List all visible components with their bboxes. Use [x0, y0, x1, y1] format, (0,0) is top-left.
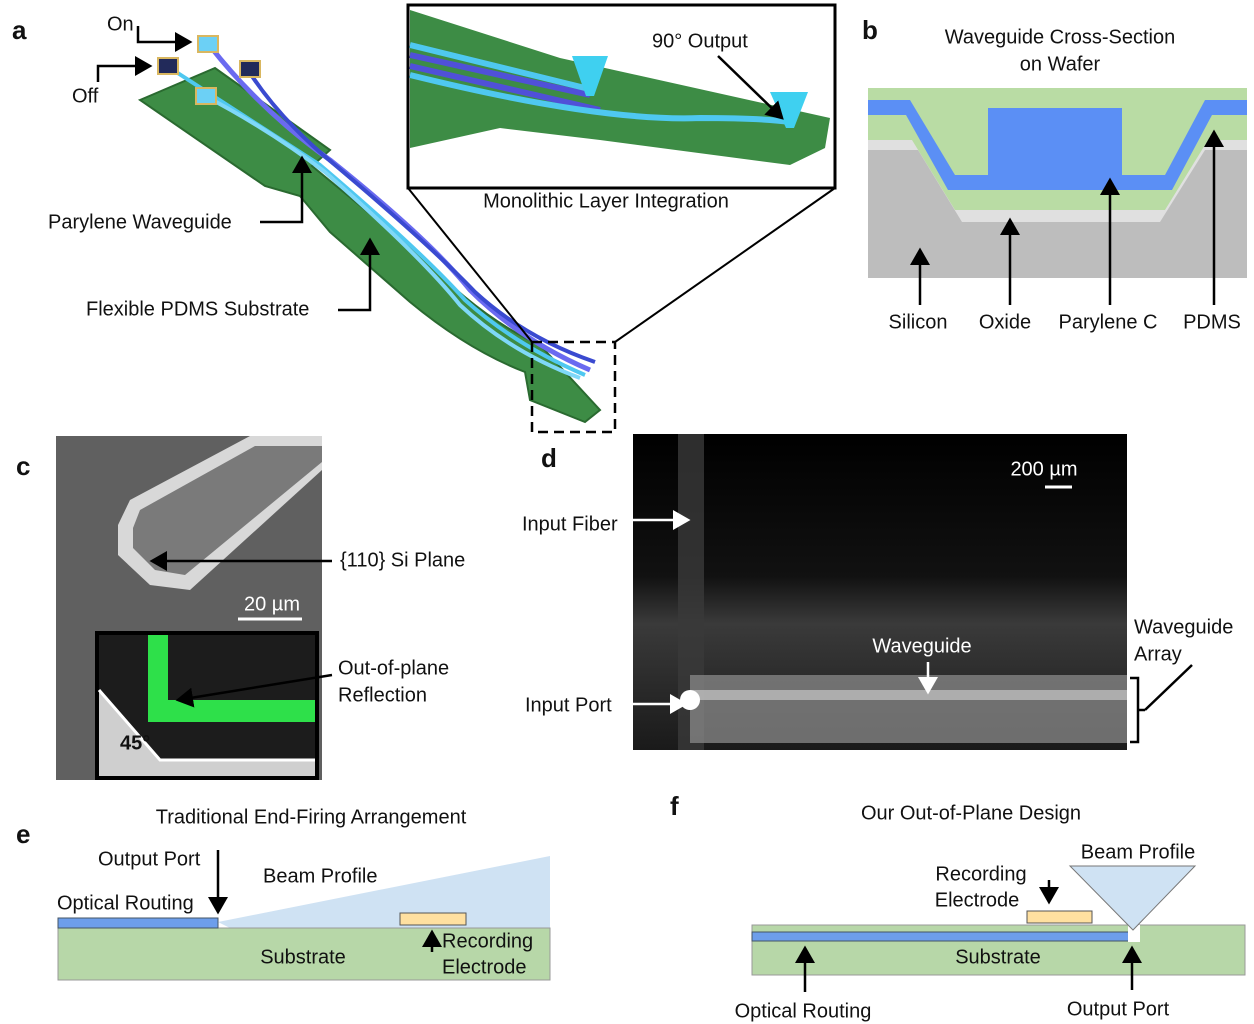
electrode: [1027, 911, 1092, 923]
title: Our Out-of-Plane Design: [861, 802, 1081, 824]
substrate-label: Substrate: [260, 946, 346, 968]
pad: [158, 58, 178, 74]
waveguide-array: [690, 690, 1127, 700]
figure: a On Off Parylene Waveguide Flexible PDM…: [0, 0, 1254, 1024]
array-label: Array: [1134, 643, 1182, 665]
beam-label: Beam Profile: [1081, 841, 1196, 863]
waveguide-label: Parylene Waveguide: [48, 211, 232, 233]
title: Traditional End-Firing Arrangement: [156, 806, 467, 828]
leader: [1145, 665, 1192, 710]
output-label: Output Port: [1067, 998, 1170, 1020]
layer-label: Parylene C: [1059, 311, 1158, 333]
waveguide-array: [690, 675, 1127, 743]
scale-label: 200 µm: [1010, 458, 1077, 480]
electrode-label: Electrode: [935, 889, 1020, 911]
substrate-label: Flexible PDMS Substrate: [86, 298, 309, 320]
page: a On Off Parylene Waveguide Flexible PDM…: [0, 0, 1254, 1024]
scale-label: 20 µm: [244, 593, 300, 615]
panel-label: f: [670, 791, 679, 821]
substrate-label: Substrate: [955, 946, 1041, 968]
off-label: Off: [72, 85, 99, 107]
output-label: Output Port: [98, 848, 201, 870]
electrode-label: Recording: [935, 863, 1026, 885]
panel-label: a: [12, 15, 27, 45]
output-label: 90° Output: [652, 30, 748, 52]
reflection-label: Reflection: [338, 684, 427, 706]
layer-label: Silicon: [889, 311, 948, 333]
layer-label: PDMS: [1183, 311, 1241, 333]
parylene-core: [988, 108, 1122, 178]
title: Waveguide Cross-Section: [945, 26, 1175, 48]
routing-label: Optical Routing: [735, 1000, 872, 1022]
panel-label: c: [16, 451, 30, 481]
electrode-label: Recording: [442, 930, 533, 952]
angle-label: 45°: [120, 732, 150, 754]
panel-label: d: [541, 443, 557, 473]
panel-label: e: [16, 819, 30, 849]
reflection-label: Out-of-plane: [338, 657, 449, 679]
pad: [198, 36, 218, 52]
waveguide-label: Waveguide: [872, 635, 971, 657]
plane-label: {110} Si Plane: [340, 549, 465, 571]
bracket: [1130, 678, 1145, 742]
optical-routing: [58, 918, 218, 928]
electrode-label: Electrode: [442, 956, 527, 978]
array-label: Waveguide: [1134, 616, 1233, 638]
layer-label: Oxide: [979, 311, 1031, 333]
beam: [148, 700, 315, 722]
pad: [240, 61, 260, 77]
fiber-label: Input Fiber: [522, 513, 618, 535]
on-label: On: [107, 13, 134, 35]
input-spot: [680, 690, 700, 710]
arrow: [138, 26, 190, 42]
arrow: [98, 66, 150, 82]
title: on Wafer: [1020, 53, 1101, 75]
optical-routing: [752, 932, 1130, 941]
port-label: Input Port: [525, 694, 612, 716]
pad: [196, 88, 216, 104]
beam-label: Beam Profile: [263, 865, 378, 887]
panel-label: b: [862, 15, 878, 45]
electrode: [400, 913, 466, 925]
inset-caption: Monolithic Layer Integration: [483, 190, 729, 212]
routing-label: Optical Routing: [57, 892, 194, 914]
